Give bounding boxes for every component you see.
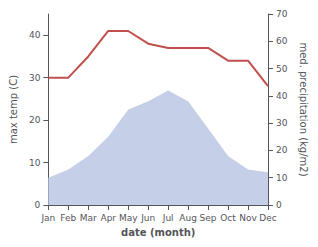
svg-text:30: 30 — [276, 118, 288, 128]
svg-text:50: 50 — [276, 64, 288, 74]
svg-text:0: 0 — [276, 200, 282, 210]
svg-text:40: 40 — [276, 91, 288, 101]
svg-text:40: 40 — [29, 30, 41, 40]
svg-text:May: May — [119, 213, 138, 223]
svg-text:Feb: Feb — [60, 213, 76, 223]
svg-text:20: 20 — [29, 115, 41, 125]
svg-text:10: 10 — [29, 158, 41, 168]
svg-text:Sep: Sep — [200, 213, 217, 223]
svg-text:Jul: Jul — [162, 213, 174, 223]
svg-text:60: 60 — [276, 36, 288, 46]
svg-text:date (month): date (month) — [121, 227, 195, 238]
svg-text:20: 20 — [276, 145, 288, 155]
svg-text:Jan: Jan — [40, 213, 55, 223]
svg-text:Mar: Mar — [80, 213, 97, 223]
svg-text:70: 70 — [276, 9, 288, 19]
svg-text:med. precipitation (kg/m2): med. precipitation (kg/m2) — [298, 42, 309, 176]
svg-text:10: 10 — [276, 173, 288, 183]
svg-text:Oct: Oct — [220, 213, 236, 223]
svg-text:Aug: Aug — [179, 213, 197, 223]
svg-text:Apr: Apr — [100, 213, 116, 223]
svg-text:30: 30 — [29, 73, 41, 83]
svg-text:0: 0 — [35, 200, 41, 210]
svg-text:max temp (C): max temp (C) — [8, 75, 19, 144]
svg-text:Jun: Jun — [140, 213, 155, 223]
svg-text:Nov: Nov — [239, 213, 257, 223]
svg-text:Dec: Dec — [259, 213, 276, 223]
